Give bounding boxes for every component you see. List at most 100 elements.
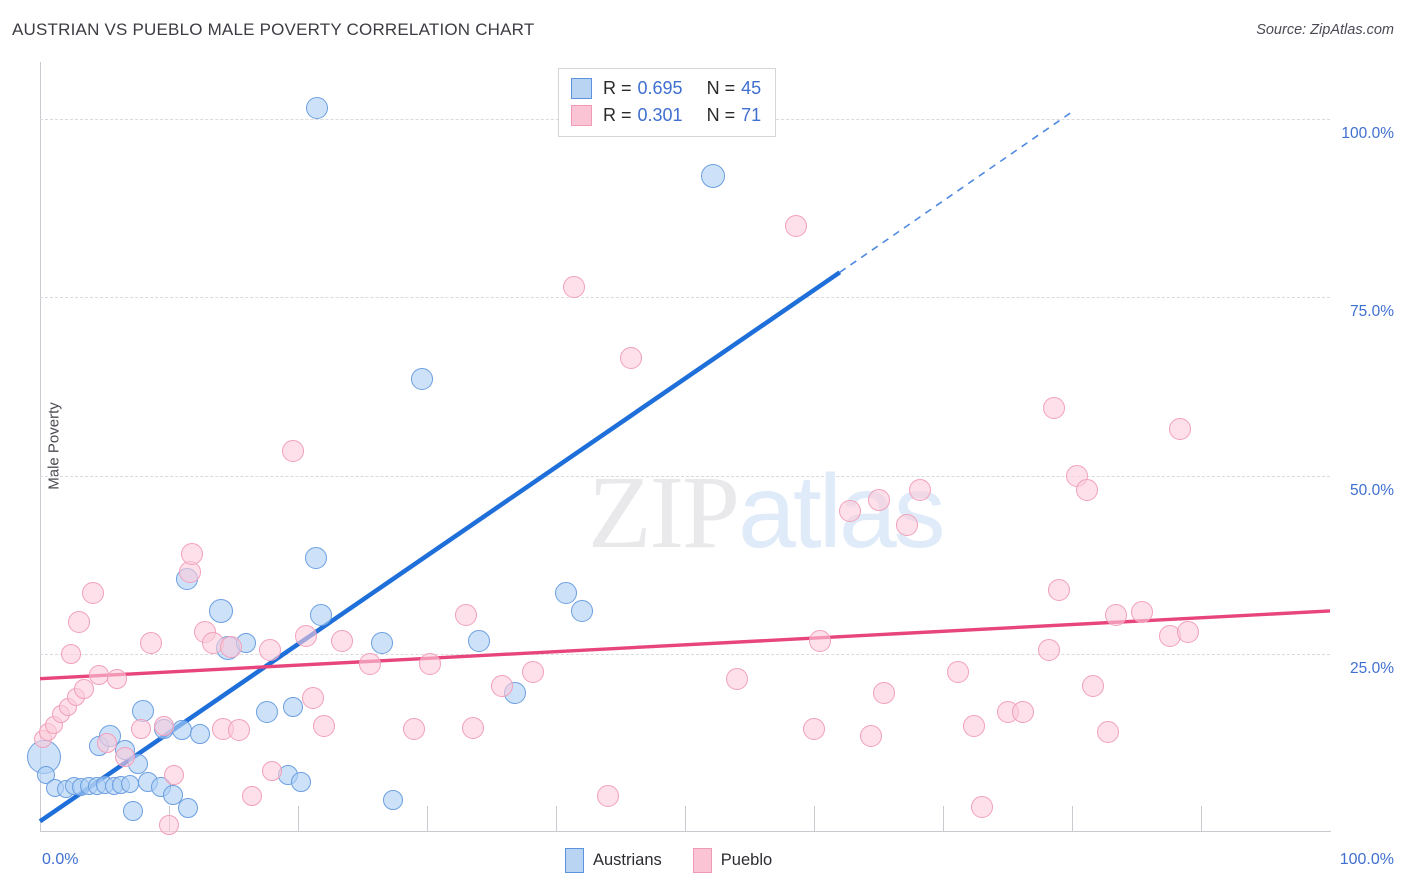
- scatter-point-pueblo[interactable]: [73, 679, 94, 700]
- scatter-point-pueblo[interactable]: [130, 718, 151, 739]
- scatter-point-pueblo[interactable]: [803, 717, 825, 740]
- scatter-point-austrians[interactable]: [290, 772, 311, 793]
- x-axis-tick: [685, 806, 686, 832]
- scatter-point-austrians[interactable]: [121, 774, 140, 793]
- scatter-point-pueblo[interactable]: [302, 686, 325, 709]
- scatter-point-pueblo[interactable]: [1104, 603, 1127, 626]
- scatter-point-pueblo[interactable]: [839, 500, 862, 523]
- legend-item-austrians[interactable]: Austrians: [565, 848, 662, 873]
- gridline: [40, 653, 1330, 655]
- scatter-point-austrians[interactable]: [208, 598, 233, 623]
- scatter-point-austrians[interactable]: [370, 632, 393, 655]
- source-attribution: Source: ZipAtlas.com: [1256, 22, 1394, 38]
- scatter-point-pueblo[interactable]: [1169, 418, 1192, 441]
- scatter-point-pueblo[interactable]: [281, 439, 304, 462]
- scatter-point-pueblo[interactable]: [454, 603, 477, 626]
- legend-chip-pueblo: [692, 848, 712, 873]
- scatter-point-pueblo[interactable]: [1037, 639, 1060, 662]
- scatter-point-pueblo[interactable]: [1177, 621, 1200, 644]
- scatter-point-pueblo[interactable]: [330, 629, 353, 652]
- gridline: [40, 475, 1330, 477]
- y-axis-label: 75.0%: [1350, 303, 1394, 321]
- scatter-point-pueblo[interactable]: [97, 732, 118, 753]
- scatter-point-pueblo[interactable]: [908, 478, 931, 501]
- x-axis-tick: [814, 806, 815, 832]
- scatter-point-pueblo[interactable]: [895, 514, 918, 537]
- scatter-point-austrians[interactable]: [306, 97, 329, 120]
- legend-label: Pueblo: [720, 851, 773, 869]
- scatter-point-austrians[interactable]: [171, 720, 192, 741]
- scatter-point-pueblo[interactable]: [490, 674, 513, 697]
- scatter-point-pueblo[interactable]: [563, 275, 586, 298]
- scatter-point-pueblo[interactable]: [153, 716, 174, 737]
- x-axis-tick: [1072, 806, 1073, 832]
- scatter-point-austrians[interactable]: [122, 800, 143, 821]
- scatter-point-pueblo[interactable]: [418, 653, 441, 676]
- scatter-point-pueblo[interactable]: [462, 716, 485, 739]
- scatter-point-pueblo[interactable]: [867, 489, 890, 512]
- scatter-point-pueblo[interactable]: [241, 786, 262, 807]
- scatter-point-austrians[interactable]: [570, 599, 593, 622]
- scatter-point-austrians[interactable]: [305, 546, 328, 569]
- x-axis-tick: [943, 806, 944, 832]
- x-axis-min-label: 0.0%: [42, 851, 79, 868]
- scatter-point-austrians[interactable]: [555, 582, 578, 605]
- scatter-point-pueblo[interactable]: [1048, 578, 1071, 601]
- scatter-point-pueblo[interactable]: [403, 717, 426, 740]
- scatter-point-pueblo[interactable]: [1042, 396, 1065, 419]
- scatter-point-pueblo[interactable]: [1011, 701, 1034, 724]
- scatter-point-pueblo[interactable]: [159, 814, 179, 835]
- scatter-point-pueblo[interactable]: [521, 660, 544, 683]
- trendline-austrians: [38, 270, 842, 824]
- scatter-point-austrians[interactable]: [189, 723, 210, 744]
- scatter-point-pueblo[interactable]: [947, 660, 970, 683]
- scatter-point-pueblo[interactable]: [359, 653, 382, 676]
- scatter-point-pueblo[interactable]: [219, 635, 242, 658]
- x-axis-max-label: 100.0%: [1339, 851, 1394, 868]
- scatter-point-austrians[interactable]: [410, 368, 433, 391]
- y-axis-label: 100.0%: [1341, 125, 1394, 143]
- scatter-point-austrians[interactable]: [467, 629, 490, 652]
- scatter-point-pueblo[interactable]: [81, 582, 104, 605]
- scatter-point-austrians[interactable]: [701, 164, 726, 189]
- y-axis-line: [40, 62, 41, 832]
- scatter-point-pueblo[interactable]: [294, 624, 317, 647]
- scatter-point-pueblo[interactable]: [139, 632, 162, 655]
- legend-swatch-austrians: [571, 78, 592, 99]
- scatter-point-pueblo[interactable]: [1081, 674, 1104, 697]
- scatter-point-pueblo[interactable]: [859, 724, 882, 747]
- scatter-point-pueblo[interactable]: [809, 629, 832, 652]
- scatter-point-pueblo[interactable]: [962, 715, 985, 738]
- scatter-point-pueblo[interactable]: [725, 667, 748, 690]
- scatter-point-pueblo[interactable]: [67, 610, 90, 633]
- y-axis-label: 50.0%: [1350, 481, 1394, 499]
- scatter-point-pueblo[interactable]: [1130, 601, 1153, 624]
- scatter-point-austrians[interactable]: [383, 789, 404, 810]
- scatter-point-austrians[interactable]: [178, 797, 199, 818]
- scatter-point-pueblo[interactable]: [164, 764, 185, 785]
- scatter-point-pueblo[interactable]: [107, 668, 128, 689]
- scatter-point-pueblo[interactable]: [227, 719, 250, 742]
- x-axis-tick: [1201, 806, 1202, 832]
- scatter-point-pueblo[interactable]: [262, 761, 283, 782]
- scatter-point-austrians[interactable]: [282, 697, 303, 718]
- page-title: AUSTRIAN VS PUEBLO MALE POVERTY CORRELAT…: [12, 20, 535, 39]
- scatter-point-pueblo[interactable]: [619, 346, 642, 369]
- scatter-point-pueblo[interactable]: [970, 796, 993, 819]
- legend-chip-austrians: [565, 848, 584, 873]
- scatter-point-austrians[interactable]: [310, 603, 333, 626]
- scatter-point-pueblo[interactable]: [60, 643, 81, 664]
- scatter-point-pueblo[interactable]: [784, 214, 807, 237]
- scatter-point-austrians[interactable]: [256, 701, 279, 724]
- scatter-point-pueblo[interactable]: [872, 681, 895, 704]
- scatter-point-pueblo[interactable]: [1097, 721, 1120, 744]
- scatter-point-pueblo[interactable]: [596, 785, 619, 808]
- scatter-point-pueblo[interactable]: [312, 715, 335, 738]
- scatter-point-pueblo[interactable]: [115, 747, 136, 768]
- scatter-point-pueblo[interactable]: [258, 639, 281, 662]
- scatter-point-pueblo[interactable]: [89, 665, 110, 686]
- legend-item-pueblo[interactable]: Pueblo: [692, 848, 773, 873]
- scatter-point-pueblo[interactable]: [1076, 478, 1099, 501]
- scatter-point-austrians[interactable]: [162, 784, 183, 805]
- scatter-point-pueblo[interactable]: [181, 542, 204, 565]
